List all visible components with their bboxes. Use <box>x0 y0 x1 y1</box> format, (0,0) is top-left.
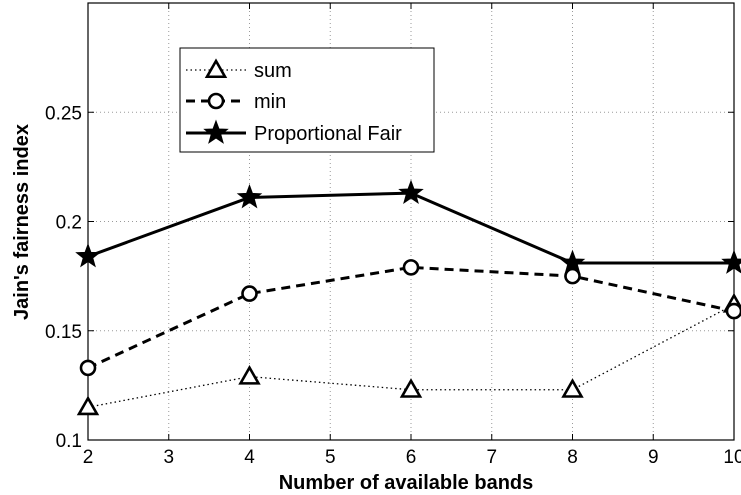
data-point <box>236 184 263 209</box>
y-tick-label: 0.25 <box>45 103 82 124</box>
y-tick-label: 0.15 <box>45 322 82 343</box>
series-triangle <box>76 292 741 416</box>
series-group <box>75 179 741 416</box>
series-circle <box>79 259 741 377</box>
x-tick-label: 9 <box>648 447 659 468</box>
x-tick-label: 3 <box>163 447 174 468</box>
legend-entry: Proportional Fair <box>186 119 402 145</box>
legend: sum min Proportional Fair <box>179 47 435 153</box>
axis-ticks: 2 3 4 5 6 7 8 9 10 0.1 0.15 0.2 0.25 <box>45 3 741 468</box>
series-line <box>87 265 735 370</box>
data-point <box>398 179 424 204</box>
legend-label: sum <box>254 60 292 82</box>
legend-marker <box>204 58 228 79</box>
legend-entry: sum <box>186 58 292 82</box>
legend-marker <box>207 92 225 110</box>
y-tick-label: 0.1 <box>56 431 82 452</box>
x-tick-label: 5 <box>325 447 336 468</box>
x-tick-label: 2 <box>83 447 94 468</box>
x-tick-label: 4 <box>244 447 255 468</box>
legend-label: Proportional Fair <box>254 123 402 145</box>
data-point <box>75 243 101 268</box>
x-tick-label: 10 <box>723 447 741 468</box>
data-point <box>725 302 741 320</box>
legend-label: min <box>254 91 286 113</box>
data-point <box>238 365 261 385</box>
x-axis-title: Number of available bands <box>279 472 534 494</box>
y-axis-title: Jain's fairness index <box>11 124 33 320</box>
x-tick-label: 7 <box>486 447 497 468</box>
data-point <box>402 259 420 276</box>
x-tick-label: 6 <box>406 447 417 468</box>
data-point <box>76 395 100 416</box>
x-tick-label: 8 <box>567 447 578 468</box>
data-point <box>79 359 97 377</box>
data-point <box>721 249 741 274</box>
legend-entry: min <box>186 91 286 113</box>
y-tick-label: 0.2 <box>56 213 82 234</box>
series-star <box>75 179 741 274</box>
data-point <box>241 285 258 302</box>
legend-marker <box>203 119 229 144</box>
data-point <box>561 378 584 398</box>
data-point <box>559 249 586 274</box>
data-point <box>564 267 581 285</box>
data-point <box>399 378 423 398</box>
